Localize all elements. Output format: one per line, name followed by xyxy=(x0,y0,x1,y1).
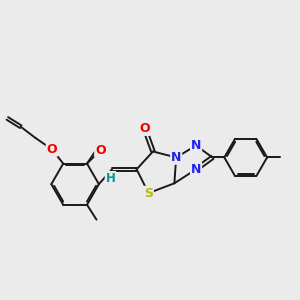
Text: N: N xyxy=(171,151,181,164)
Text: O: O xyxy=(139,122,150,135)
Text: O: O xyxy=(46,143,57,156)
Text: N: N xyxy=(191,163,201,176)
Text: H: H xyxy=(106,172,116,185)
Text: methoxy: methoxy xyxy=(107,140,144,149)
Text: S: S xyxy=(144,187,153,200)
Text: N: N xyxy=(191,139,201,152)
Text: methoxy: methoxy xyxy=(108,143,148,152)
Text: O: O xyxy=(95,144,106,157)
